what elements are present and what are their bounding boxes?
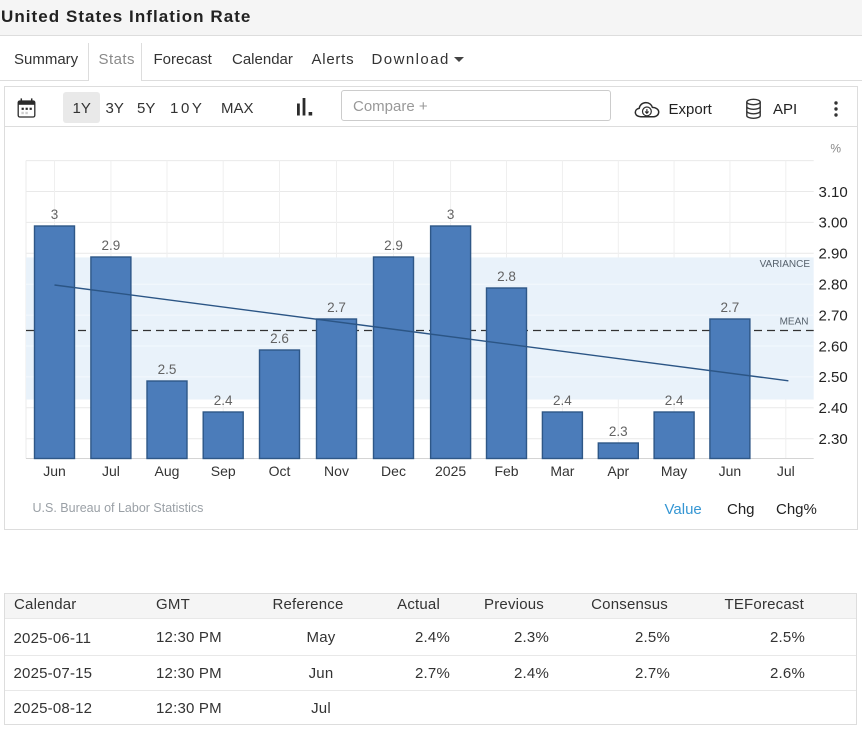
svg-text:Jun: Jun [43, 463, 66, 479]
svg-text:Mar: Mar [550, 463, 574, 479]
svg-text:Feb: Feb [494, 463, 518, 479]
svg-text:MEAN: MEAN [780, 317, 809, 328]
svg-text:2.80: 2.80 [819, 277, 848, 294]
svg-text:%: % [830, 142, 841, 156]
svg-text:3: 3 [447, 207, 455, 222]
svg-text:2.4: 2.4 [665, 393, 684, 408]
svg-text:Apr: Apr [607, 463, 629, 479]
svg-text:Dec: Dec [381, 463, 406, 479]
svg-text:2025: 2025 [435, 463, 466, 479]
svg-text:2.9: 2.9 [384, 238, 403, 253]
svg-text:Aug: Aug [155, 463, 180, 479]
svg-text:VARIANCE: VARIANCE [760, 259, 811, 270]
svg-text:2.8: 2.8 [497, 269, 516, 284]
svg-text:2.40: 2.40 [819, 400, 848, 417]
svg-text:2.5: 2.5 [158, 362, 177, 377]
svg-text:May: May [661, 463, 687, 479]
svg-text:2.6: 2.6 [270, 331, 289, 346]
svg-text:2.4: 2.4 [214, 393, 233, 408]
svg-text:2.50: 2.50 [819, 369, 848, 386]
svg-text:2.30: 2.30 [819, 431, 848, 448]
svg-text:2.9: 2.9 [102, 238, 121, 253]
svg-text:Nov: Nov [324, 463, 349, 479]
svg-text:Jul: Jul [777, 463, 795, 479]
svg-text:Oct: Oct [269, 463, 291, 479]
svg-text:3: 3 [51, 207, 59, 222]
svg-text:3.00: 3.00 [819, 215, 848, 232]
svg-text:2.90: 2.90 [819, 246, 848, 263]
svg-text:2.7: 2.7 [721, 300, 740, 315]
svg-text:2.60: 2.60 [819, 338, 848, 355]
svg-text:Jul: Jul [102, 463, 120, 479]
svg-text:2.3: 2.3 [609, 424, 628, 439]
svg-text:2.70: 2.70 [819, 307, 848, 324]
svg-text:Jun: Jun [719, 463, 742, 479]
svg-text:Sep: Sep [211, 463, 236, 479]
svg-text:2.7: 2.7 [327, 300, 346, 315]
svg-text:3.10: 3.10 [819, 184, 848, 201]
svg-text:2.4: 2.4 [553, 393, 572, 408]
